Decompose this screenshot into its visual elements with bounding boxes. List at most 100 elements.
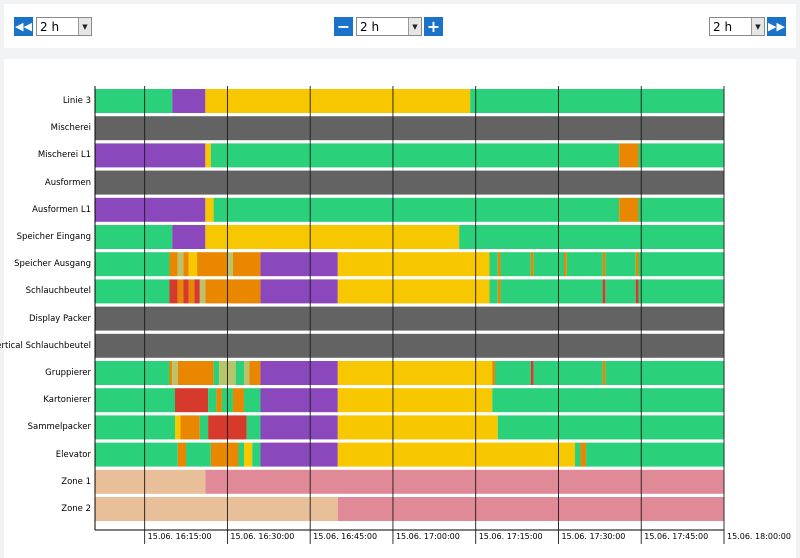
timeline-segment xyxy=(232,388,244,413)
row-label: Speicher Ausgang xyxy=(14,259,91,270)
timeline-segment xyxy=(566,252,603,277)
timeline-segment xyxy=(605,361,724,385)
timeline-segment xyxy=(205,225,460,249)
timeline-segment xyxy=(497,415,724,440)
minus-icon: − xyxy=(336,17,351,36)
timeline-segment xyxy=(337,415,498,440)
timeline-segment xyxy=(95,388,176,413)
row-label: Sammelpacker xyxy=(27,422,91,433)
row-label: Elevator xyxy=(55,449,91,460)
row-label: Kartonierer xyxy=(43,395,91,406)
center-range-select[interactable]: 2 h ▼ xyxy=(356,17,422,36)
time-tick-label: 15.06. 16:45:00 xyxy=(313,532,378,541)
timeline-segment xyxy=(210,442,239,467)
timeline-segment xyxy=(638,279,724,304)
timeline-segment xyxy=(635,252,639,277)
timeline-segment xyxy=(183,279,189,304)
timeline-segment xyxy=(563,252,567,277)
timeline-segment xyxy=(175,388,209,413)
timeline-segment xyxy=(169,279,178,304)
timeline-segment xyxy=(533,361,603,385)
row-label: Gruppierer xyxy=(45,368,91,378)
timeline-segment xyxy=(638,197,724,222)
timeline-segment xyxy=(199,279,206,304)
time-tick-label: 15.06. 17:15:00 xyxy=(478,532,543,541)
timeline-segment xyxy=(169,252,178,277)
center-range-value: 2 h xyxy=(360,19,380,34)
timeline-segment xyxy=(337,497,724,521)
timeline-segment xyxy=(575,442,581,467)
timeline-segment xyxy=(213,197,620,222)
timeline-segment xyxy=(337,252,490,277)
timeline-segment xyxy=(175,415,181,440)
timeline-segment xyxy=(205,143,211,168)
timeline-segment xyxy=(602,252,606,277)
timeline-segment xyxy=(337,442,576,467)
timeline-segment xyxy=(205,469,724,494)
timeline-segment xyxy=(260,388,338,413)
fast-forward-icon: ▶▶ xyxy=(768,20,785,33)
timeline-segment xyxy=(243,361,250,385)
timeline-segment xyxy=(172,89,206,113)
time-tick-label: 15.06. 17:00:00 xyxy=(395,532,460,541)
left-range-select[interactable]: 2 h ▼ xyxy=(36,17,92,36)
timeline-segment xyxy=(205,197,214,222)
timeline-segment xyxy=(635,279,639,304)
row-label: Zone 2 xyxy=(61,504,91,514)
timeline-segment xyxy=(227,252,233,277)
timeline-segment xyxy=(337,279,490,304)
timeline-segment xyxy=(95,415,176,440)
timeline-segment xyxy=(95,170,724,195)
row-label: Display Packer xyxy=(28,313,91,324)
timeline-segment xyxy=(337,388,493,413)
timeline-segment xyxy=(638,143,724,168)
row-label: Ausformen xyxy=(44,177,91,188)
timeline-segment xyxy=(172,361,178,385)
timeline-segment xyxy=(208,388,217,413)
timeline-segment xyxy=(169,361,173,385)
timeline-segment xyxy=(602,361,606,385)
row-label: Vertical Schlauchbeutel xyxy=(0,340,91,351)
zoom-out-button[interactable]: − xyxy=(334,17,353,36)
timeline-segment xyxy=(238,442,244,467)
row-label: Zone 1 xyxy=(61,476,91,487)
timeline-segment xyxy=(580,442,587,467)
timeline-segment xyxy=(619,143,639,168)
timeline-segment xyxy=(180,415,200,440)
timeline-segment xyxy=(260,415,338,440)
timeline-segment xyxy=(183,252,189,277)
timeline-segment xyxy=(500,279,603,304)
timeline-segment xyxy=(492,388,724,413)
timeline-segment xyxy=(177,442,187,467)
timeline-segment xyxy=(260,279,338,304)
timeline-segment xyxy=(95,469,206,494)
timeline-segment xyxy=(252,442,261,467)
left-range-value: 2 h xyxy=(40,19,60,34)
timeline-segment xyxy=(199,415,209,440)
chevron-down-icon: ▼ xyxy=(751,18,764,35)
timeline-segment xyxy=(186,442,211,467)
timeline-segment xyxy=(602,279,606,304)
timeline-segment xyxy=(459,225,724,249)
timeline-segment xyxy=(95,333,724,358)
zoom-in-button[interactable]: + xyxy=(424,17,443,36)
timeline-segment xyxy=(95,497,338,521)
timeline-segment xyxy=(95,361,170,385)
toolbar: ◀◀ 2 h ▼ − 2 h ▼ + 2 h ▼ ▶▶ xyxy=(4,4,796,48)
timeline-segment xyxy=(205,89,471,113)
rewind-button[interactable]: ◀◀ xyxy=(14,17,33,36)
timeline-segment xyxy=(95,225,173,249)
fast-forward-button[interactable]: ▶▶ xyxy=(767,17,786,36)
timeline-segment xyxy=(205,279,261,304)
timeline-segment xyxy=(235,361,244,385)
row-label: Linie 3 xyxy=(62,96,91,106)
timeline-segment xyxy=(177,361,214,385)
right-range-select[interactable]: 2 h ▼ xyxy=(709,17,765,36)
timeline-segment xyxy=(213,361,220,385)
time-tick-label: 15.06. 16:30:00 xyxy=(230,532,295,541)
row-label: Schlauchbeutel xyxy=(25,286,91,297)
timeline-segment xyxy=(188,279,195,304)
timeline-segment xyxy=(260,361,338,385)
timeline-segment xyxy=(586,442,724,467)
